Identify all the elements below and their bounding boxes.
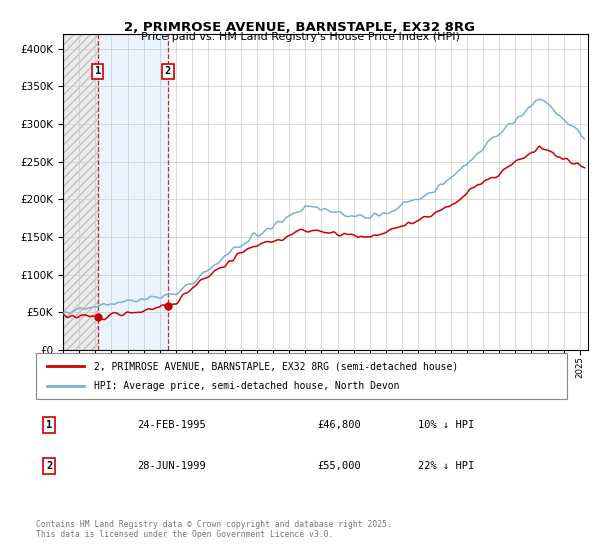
Bar — [63, 34, 98, 350]
Text: 28-JUN-1999: 28-JUN-1999 — [137, 461, 206, 470]
Text: 2, PRIMROSE AVENUE, BARNSTAPLE, EX32 8RG: 2, PRIMROSE AVENUE, BARNSTAPLE, EX32 8RG — [125, 21, 476, 34]
Text: £55,000: £55,000 — [317, 461, 361, 470]
Text: 22% ↓ HPI: 22% ↓ HPI — [418, 461, 475, 470]
Text: 10% ↓ HPI: 10% ↓ HPI — [418, 420, 475, 430]
Bar — [63, 34, 98, 350]
Bar — [98, 34, 168, 350]
Text: 24-FEB-1995: 24-FEB-1995 — [137, 420, 206, 430]
Text: HPI: Average price, semi-detached house, North Devon: HPI: Average price, semi-detached house,… — [94, 381, 400, 391]
Text: 2: 2 — [46, 461, 52, 470]
Text: Price paid vs. HM Land Registry's House Price Index (HPI): Price paid vs. HM Land Registry's House … — [140, 32, 460, 43]
Text: £46,800: £46,800 — [317, 420, 361, 430]
Text: 2, PRIMROSE AVENUE, BARNSTAPLE, EX32 8RG (semi-detached house): 2, PRIMROSE AVENUE, BARNSTAPLE, EX32 8RG… — [94, 361, 458, 371]
Text: 1: 1 — [46, 420, 52, 430]
Text: Contains HM Land Registry data © Crown copyright and database right 2025.
This d: Contains HM Land Registry data © Crown c… — [36, 520, 392, 539]
Text: 2: 2 — [165, 66, 171, 76]
Text: 1: 1 — [95, 66, 101, 76]
FancyBboxPatch shape — [36, 353, 567, 399]
